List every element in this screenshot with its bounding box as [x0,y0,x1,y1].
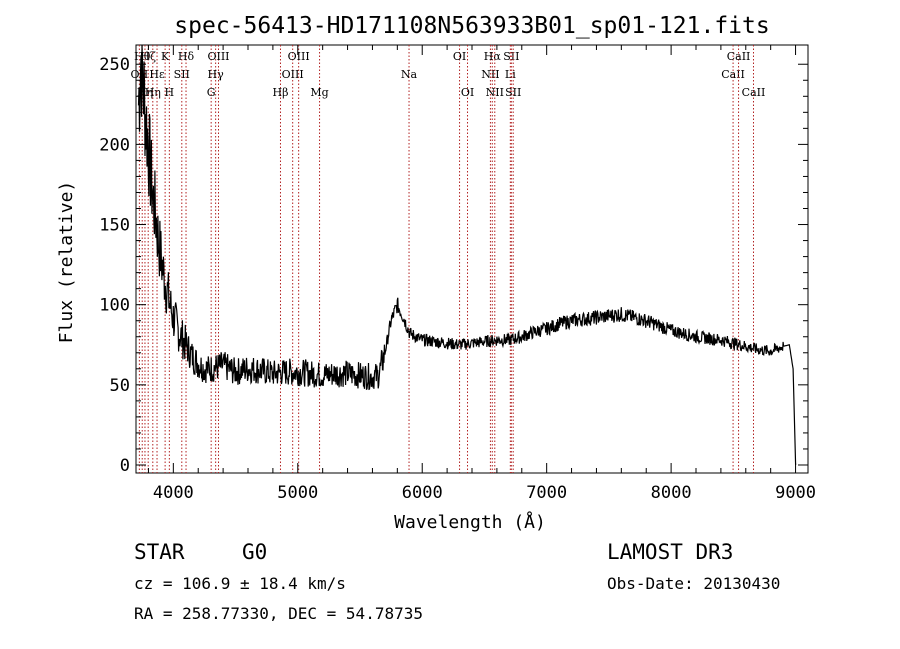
spectrum-line [137,44,797,466]
coordinates: RA = 258.77330, DEC = 54.78735 [134,604,423,623]
spectral-line-label: CaII [727,50,751,63]
spectral-line-label: SII [174,68,190,81]
spectral-line-label: Mg [310,86,328,99]
spectral-line-label: Hε [149,68,165,81]
spectral-line-label: OIII [282,68,304,81]
x-axis-label: Wavelength (Å) [394,511,546,533]
spectral-line-label: Na [401,68,418,81]
spectral-line-label: OI [461,86,474,99]
spectral-line-label: NII [486,86,504,99]
y-tick-label: 50 [110,376,130,396]
spectral-line-label: Li [505,68,516,81]
spectral-line-label: Hζ [140,50,156,63]
x-tick-label: 7000 [526,483,567,503]
spectral-line-label: OIII [207,50,229,63]
spectral-line-label: Hδ [178,50,195,63]
x-tick-label: 5000 [277,483,318,503]
spectral-line-label: SII [505,86,521,99]
observation-date: Obs-Date: 20130430 [607,574,781,593]
object-class: STAR [134,540,185,564]
spectral-line-label: SII [503,50,519,63]
y-tick-label: 250 [99,55,130,75]
x-tick-label: 6000 [402,483,443,503]
y-tick-label: 200 [99,135,130,155]
y-tick-label: 0 [120,456,130,476]
spectral-line-label: CaII [742,86,766,99]
spectral-line-label: K [161,50,170,63]
spectral-line-label: Hα [484,50,502,63]
spectral-line-label: Hη [145,86,161,99]
x-tick-label: 8000 [651,483,692,503]
spectral-line-label: H [165,86,175,99]
spectral-line-label: OIII [288,50,310,63]
axis-ticks: 4000 5000 6000 7000 8000 9000 0 50 100 150 200 250 [99,45,816,503]
redshift-velocity: cz = 106.9 ± 18.4 km/s [134,574,346,593]
x-tick-label: 4000 [153,483,194,503]
y-tick-label: 150 [99,216,130,236]
spectral-line-label: CaII [721,68,745,81]
spectral-line-label: OII [131,68,149,81]
chart-title: spec-56413-HD171108N563933B01_sp01-121.f… [174,13,769,39]
y-tick-label: 100 [99,296,130,316]
spectral-subclass: G0 [242,540,268,564]
spectral-line-label: Hγ [208,68,225,81]
spectral-line-markers: OIIHθHηHζHηHεKHSIIHδGHγOIIIHβOIIIOIIIMgN… [131,45,766,473]
survey-name: LAMOST DR3 [607,540,734,564]
spectral-line-label: Hβ [273,86,289,99]
spectral-line-label: G [207,86,216,99]
spectral-line-label: OI [453,50,466,63]
plot-frame [135,44,809,474]
spectral-line-label: NII [481,68,499,81]
y-axis-label: Flux (relative) [56,181,77,344]
x-tick-label: 9000 [775,483,816,503]
